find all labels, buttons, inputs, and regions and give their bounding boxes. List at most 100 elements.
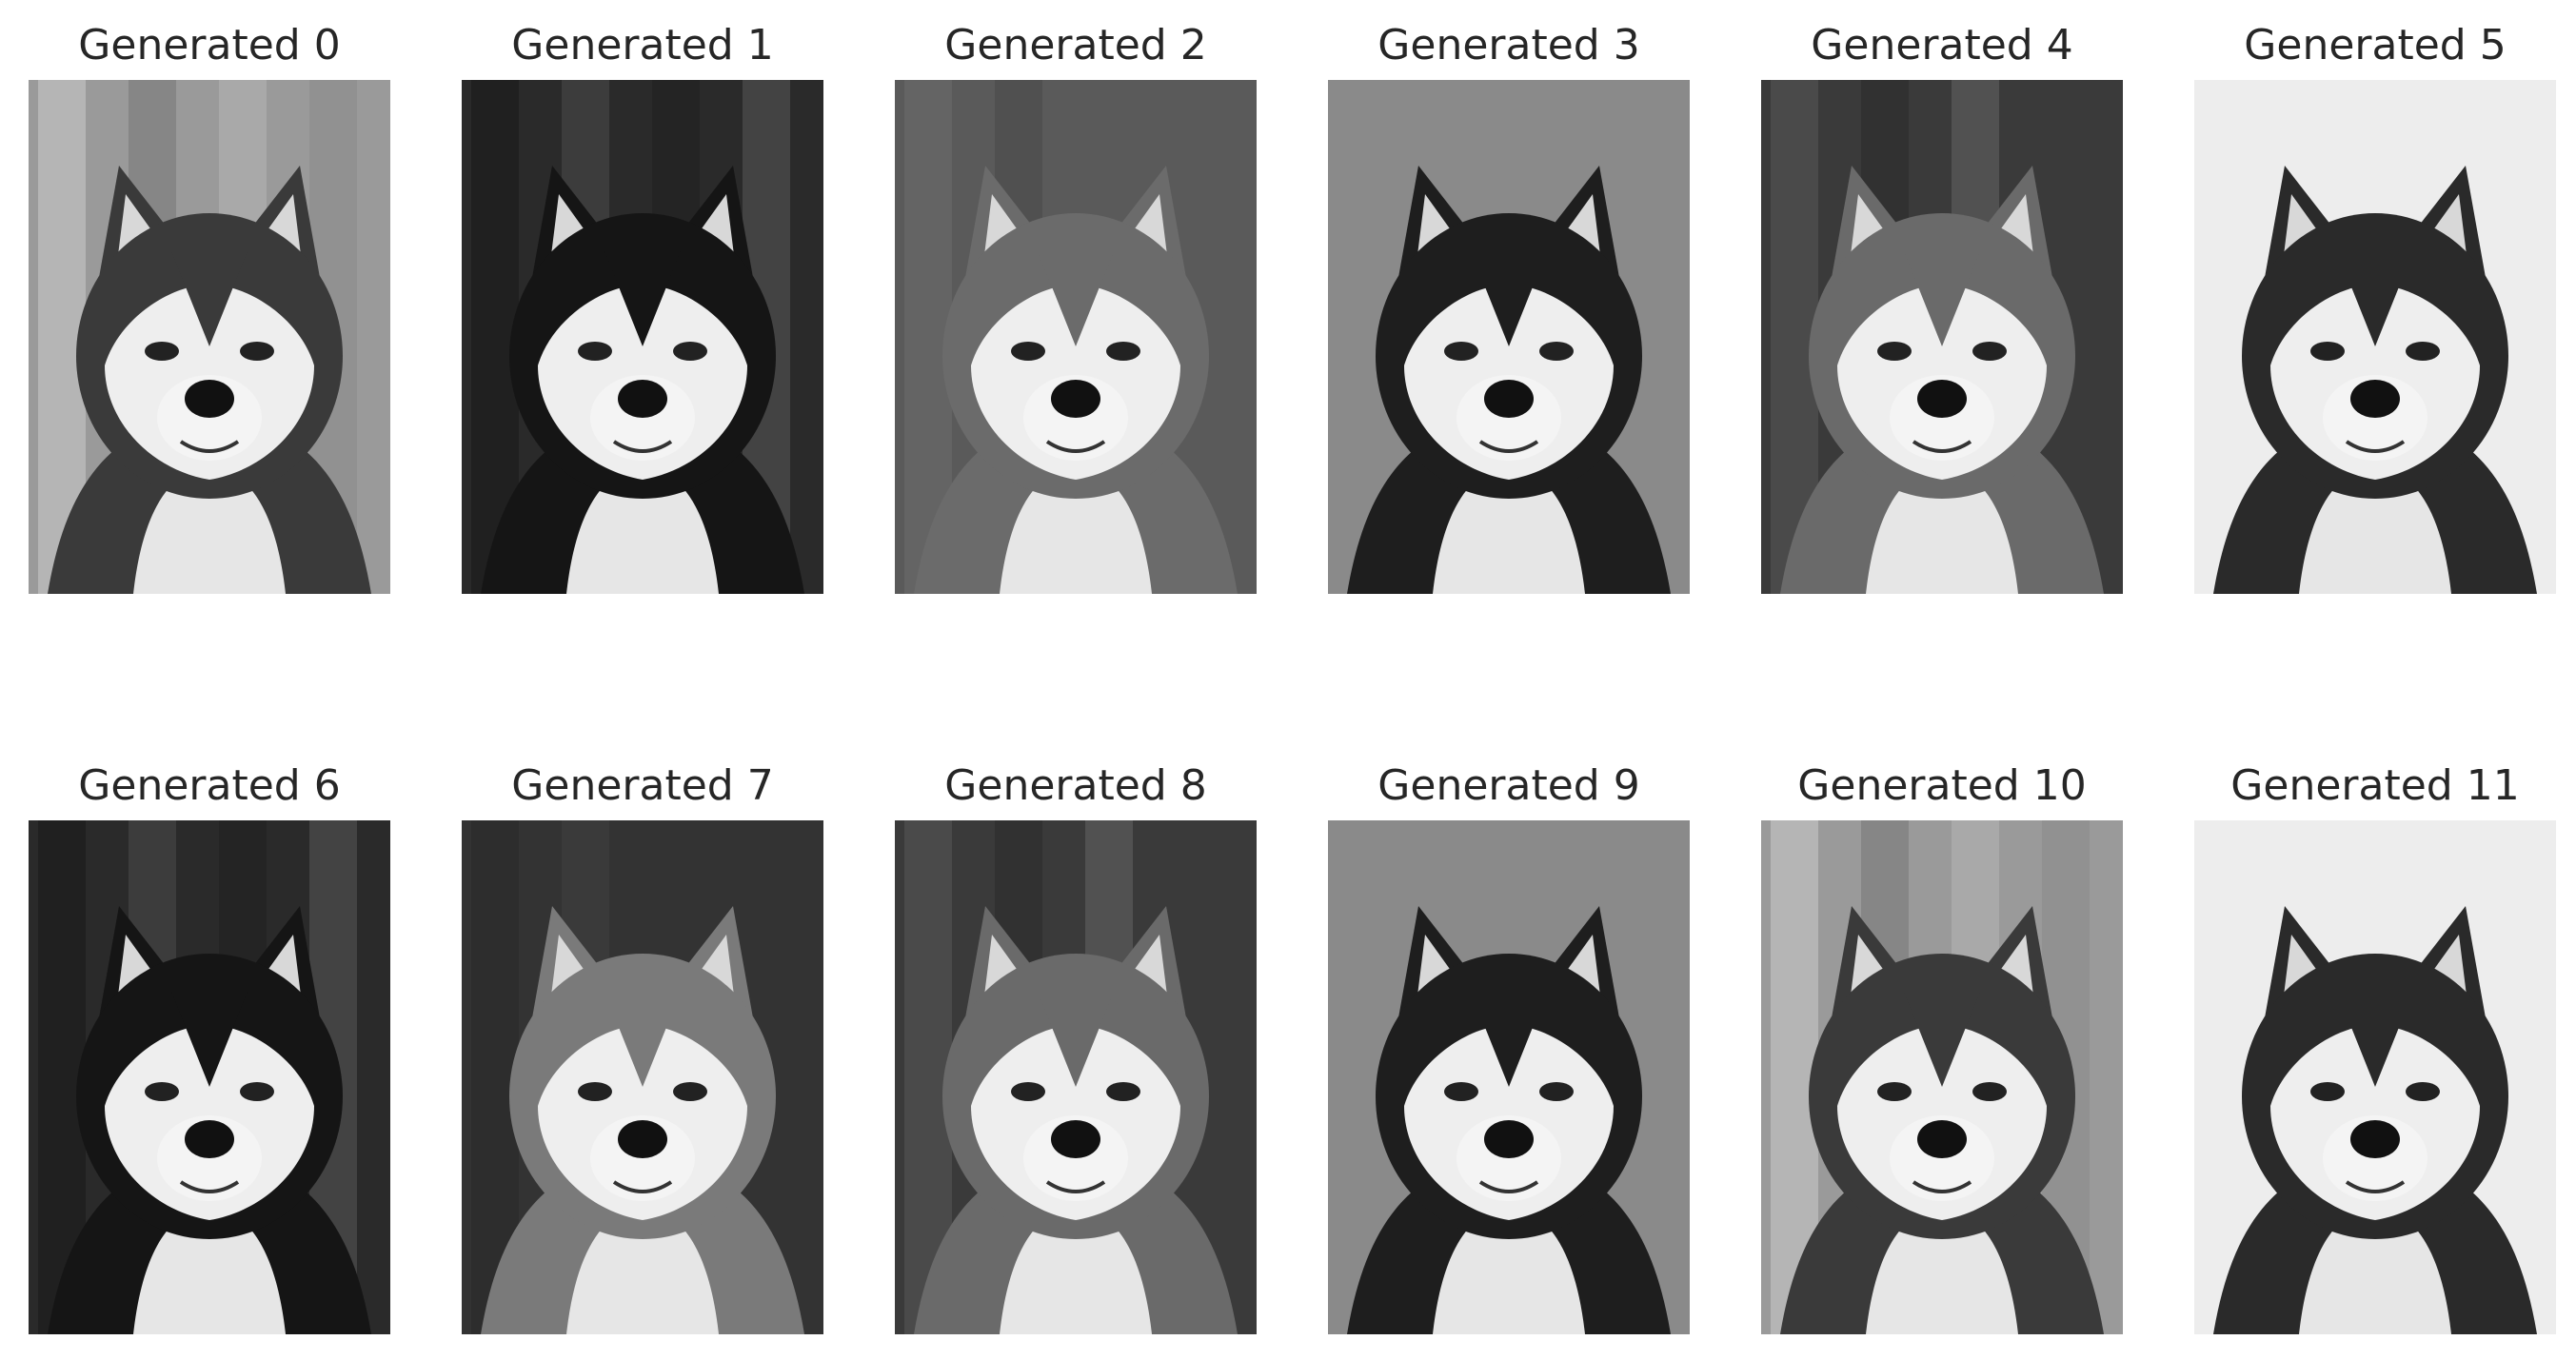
husky-figure	[914, 166, 1238, 594]
husky-chest	[1433, 465, 1585, 594]
left-eye	[1011, 342, 1045, 361]
husky-chest	[2299, 1206, 2451, 1334]
husky-chest	[1866, 1206, 2018, 1334]
mouth	[1478, 440, 1539, 453]
husky-image	[1328, 820, 1690, 1334]
husky-figure	[2213, 906, 2537, 1334]
husky-figure	[2213, 166, 2537, 594]
mouth	[179, 440, 240, 453]
forehead-marking	[604, 992, 681, 1087]
nose	[2350, 1120, 2400, 1158]
husky-image	[895, 820, 1257, 1334]
mouth	[612, 1180, 673, 1193]
husky-image	[895, 80, 1257, 594]
left-eye	[145, 1082, 179, 1101]
forehead-marking	[1038, 992, 1114, 1087]
mouth	[179, 1180, 240, 1193]
husky-image	[1761, 80, 2123, 594]
husky-figure	[48, 166, 371, 594]
mouth	[2345, 1180, 2406, 1193]
forehead-marking	[171, 251, 248, 346]
forehead-marking	[1038, 251, 1114, 346]
panel-title: Generated 4	[1811, 21, 2073, 69]
panel-title: Generated 8	[944, 761, 1207, 810]
husky-chest	[566, 465, 719, 594]
husky-picture	[895, 80, 1257, 594]
panel-title: Generated 5	[2244, 21, 2507, 69]
husky-chest	[1433, 1206, 1585, 1334]
husky-image	[29, 80, 390, 594]
panel-title: Generated 6	[78, 761, 341, 810]
husky-chest	[1000, 1206, 1152, 1334]
mouth	[1045, 440, 1106, 453]
left-eye	[578, 342, 612, 361]
left-eye	[145, 342, 179, 361]
husky-chest	[133, 465, 286, 594]
left-eye	[1877, 1082, 1912, 1101]
right-eye	[2406, 1082, 2440, 1101]
left-eye	[1011, 1082, 1045, 1101]
right-eye	[1972, 1082, 2007, 1101]
forehead-marking	[1471, 251, 1547, 346]
husky-image	[462, 820, 823, 1334]
right-eye	[673, 342, 707, 361]
nose	[1051, 380, 1100, 418]
right-eye	[1106, 1082, 1140, 1101]
husky-image	[29, 820, 390, 1334]
husky-figure	[1780, 166, 2104, 594]
left-eye	[1444, 1082, 1478, 1101]
left-eye	[578, 1082, 612, 1101]
nose	[1484, 1120, 1534, 1158]
panel-title: Generated 9	[1377, 761, 1640, 810]
husky-image	[1328, 80, 1690, 594]
husky-chest	[2299, 465, 2451, 594]
nose	[618, 380, 667, 418]
nose	[1051, 1120, 1100, 1158]
husky-picture	[1761, 820, 2123, 1334]
mouth	[1912, 440, 1972, 453]
husky-image	[2194, 820, 2556, 1334]
nose	[185, 380, 234, 418]
right-eye	[673, 1082, 707, 1101]
nose	[2350, 380, 2400, 418]
husky-picture	[2194, 820, 2556, 1334]
panel-title: Generated 11	[2230, 761, 2520, 810]
forehead-marking	[1904, 992, 1980, 1087]
husky-figure	[481, 906, 804, 1334]
husky-picture	[895, 820, 1257, 1334]
mouth	[1045, 1180, 1106, 1193]
right-eye	[1106, 342, 1140, 361]
forehead-marking	[2337, 251, 2413, 346]
forehead-marking	[2337, 992, 2413, 1087]
husky-picture	[29, 820, 390, 1334]
husky-picture	[462, 80, 823, 594]
panel-title: Generated 1	[511, 21, 774, 69]
husky-picture	[1761, 80, 2123, 594]
panel-title: Generated 7	[511, 761, 774, 810]
panel-title: Generated 10	[1797, 761, 2087, 810]
mouth	[1912, 1180, 1972, 1193]
forehead-marking	[1904, 251, 1980, 346]
husky-picture	[462, 820, 823, 1334]
left-eye	[1877, 342, 1912, 361]
mouth	[2345, 440, 2406, 453]
husky-figure	[1347, 906, 1671, 1334]
husky-image	[1761, 820, 2123, 1334]
husky-chest	[133, 1206, 286, 1334]
husky-figure	[1347, 166, 1671, 594]
nose	[1917, 380, 1967, 418]
husky-picture	[2194, 80, 2556, 594]
husky-picture	[1328, 80, 1690, 594]
husky-picture	[1328, 820, 1690, 1334]
nose	[1917, 1120, 1967, 1158]
panel-title: Generated 2	[944, 21, 1207, 69]
forehead-marking	[1471, 992, 1547, 1087]
forehead-marking	[604, 251, 681, 346]
husky-chest	[566, 1206, 719, 1334]
husky-chest	[1000, 465, 1152, 594]
right-eye	[2406, 342, 2440, 361]
right-eye	[1539, 342, 1574, 361]
left-eye	[1444, 342, 1478, 361]
right-eye	[1539, 1082, 1574, 1101]
